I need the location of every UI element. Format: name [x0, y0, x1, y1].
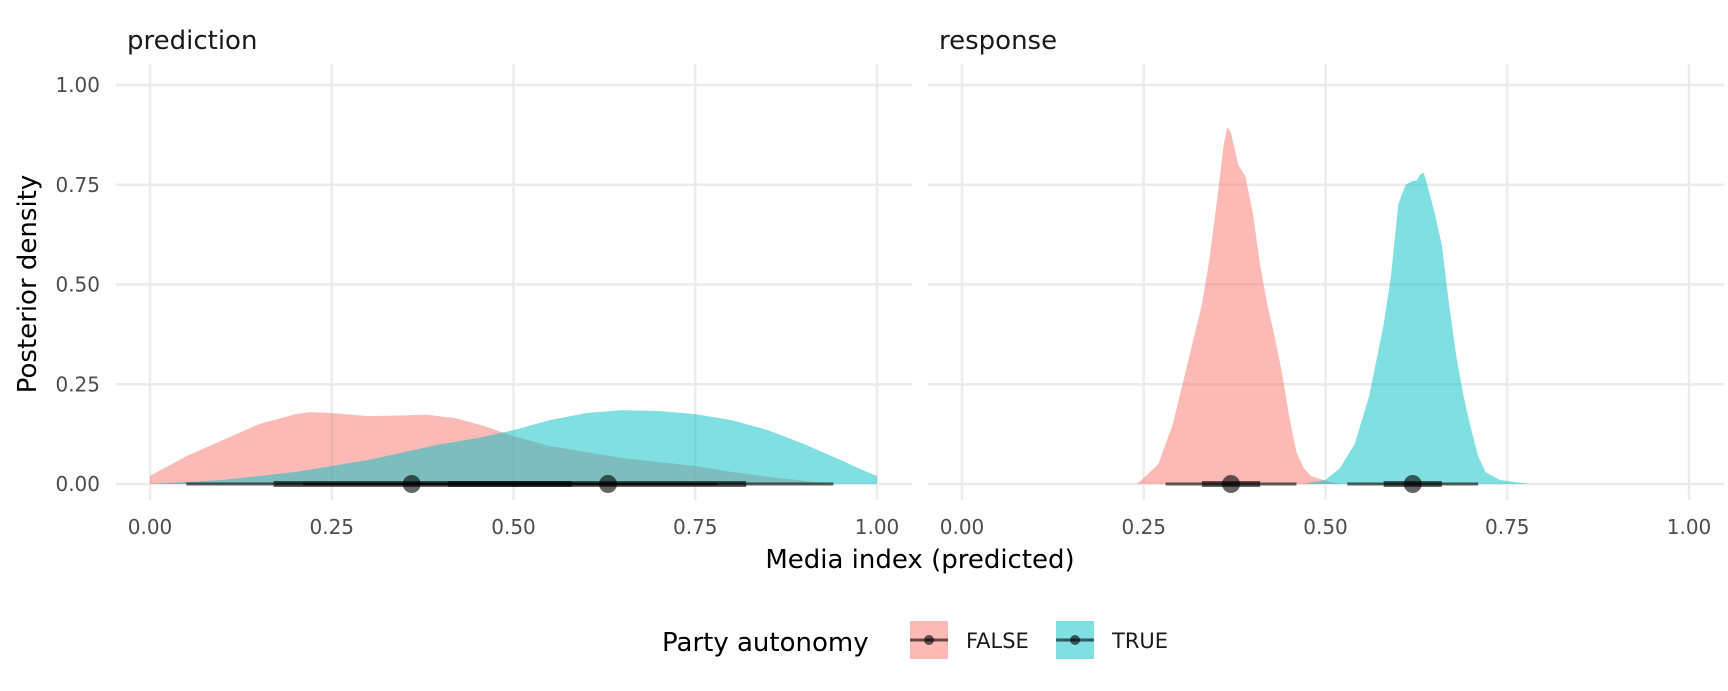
legend-point [1070, 635, 1080, 645]
x-tick-label: 0.00 [940, 515, 985, 539]
x-tick-label: 0.25 [1121, 515, 1166, 539]
legend: Party autonomy FALSE TRUE [662, 621, 1168, 659]
y-tick-label: 0.75 [55, 173, 100, 197]
x-axis-title: Media index (predicted) [765, 545, 1074, 575]
x-tick-label: 0.50 [491, 515, 536, 539]
density-FALSE [1136, 126, 1341, 485]
y-tick-label: 0.00 [55, 472, 100, 496]
legend-item-TRUE: TRUE [1056, 621, 1168, 659]
legend-label-TRUE: TRUE [1111, 629, 1168, 653]
density-TRUE [150, 410, 877, 484]
density-TRUE [1303, 172, 1530, 484]
facet-title-prediction: prediction [127, 26, 257, 56]
legend-point [924, 635, 934, 645]
chart-panels: prediction 0.00 0.25 0.50 0.75 1.00 0.00 0.25 0.… [55, 26, 1724, 539]
x-tick-label: 1.00 [1667, 515, 1712, 539]
legend-item-FALSE: FALSE [910, 621, 1029, 659]
point-estimate-TRUE [599, 475, 618, 493]
x-tick-label: 0.00 [128, 515, 173, 539]
legend-title: Party autonomy [662, 628, 869, 658]
y-tick-label: 0.50 [55, 273, 100, 297]
point-estimate-FALSE [1221, 475, 1240, 493]
x-tick-label: 0.75 [673, 515, 718, 539]
point-estimate-TRUE [1403, 475, 1422, 493]
x-tick-label: 0.50 [1303, 515, 1348, 539]
x-tick-label: 0.25 [309, 515, 354, 539]
legend-label-FALSE: FALSE [966, 629, 1029, 653]
facet-panel-response: response 0.00 0.25 0.50 0.75 1.00 [928, 26, 1724, 539]
y-axis-title: Posterior density [13, 175, 43, 394]
y-tick-label: 0.25 [55, 372, 100, 396]
x-tick-label: 0.75 [1485, 515, 1530, 539]
facet-title-response: response [939, 26, 1057, 56]
facet-panel-prediction: prediction 0.00 0.25 0.50 0.75 1.00 0.00 0.25 0.… [55, 26, 912, 539]
y-tick-label: 1.00 [55, 73, 100, 97]
x-tick-label: 1.00 [855, 515, 900, 539]
